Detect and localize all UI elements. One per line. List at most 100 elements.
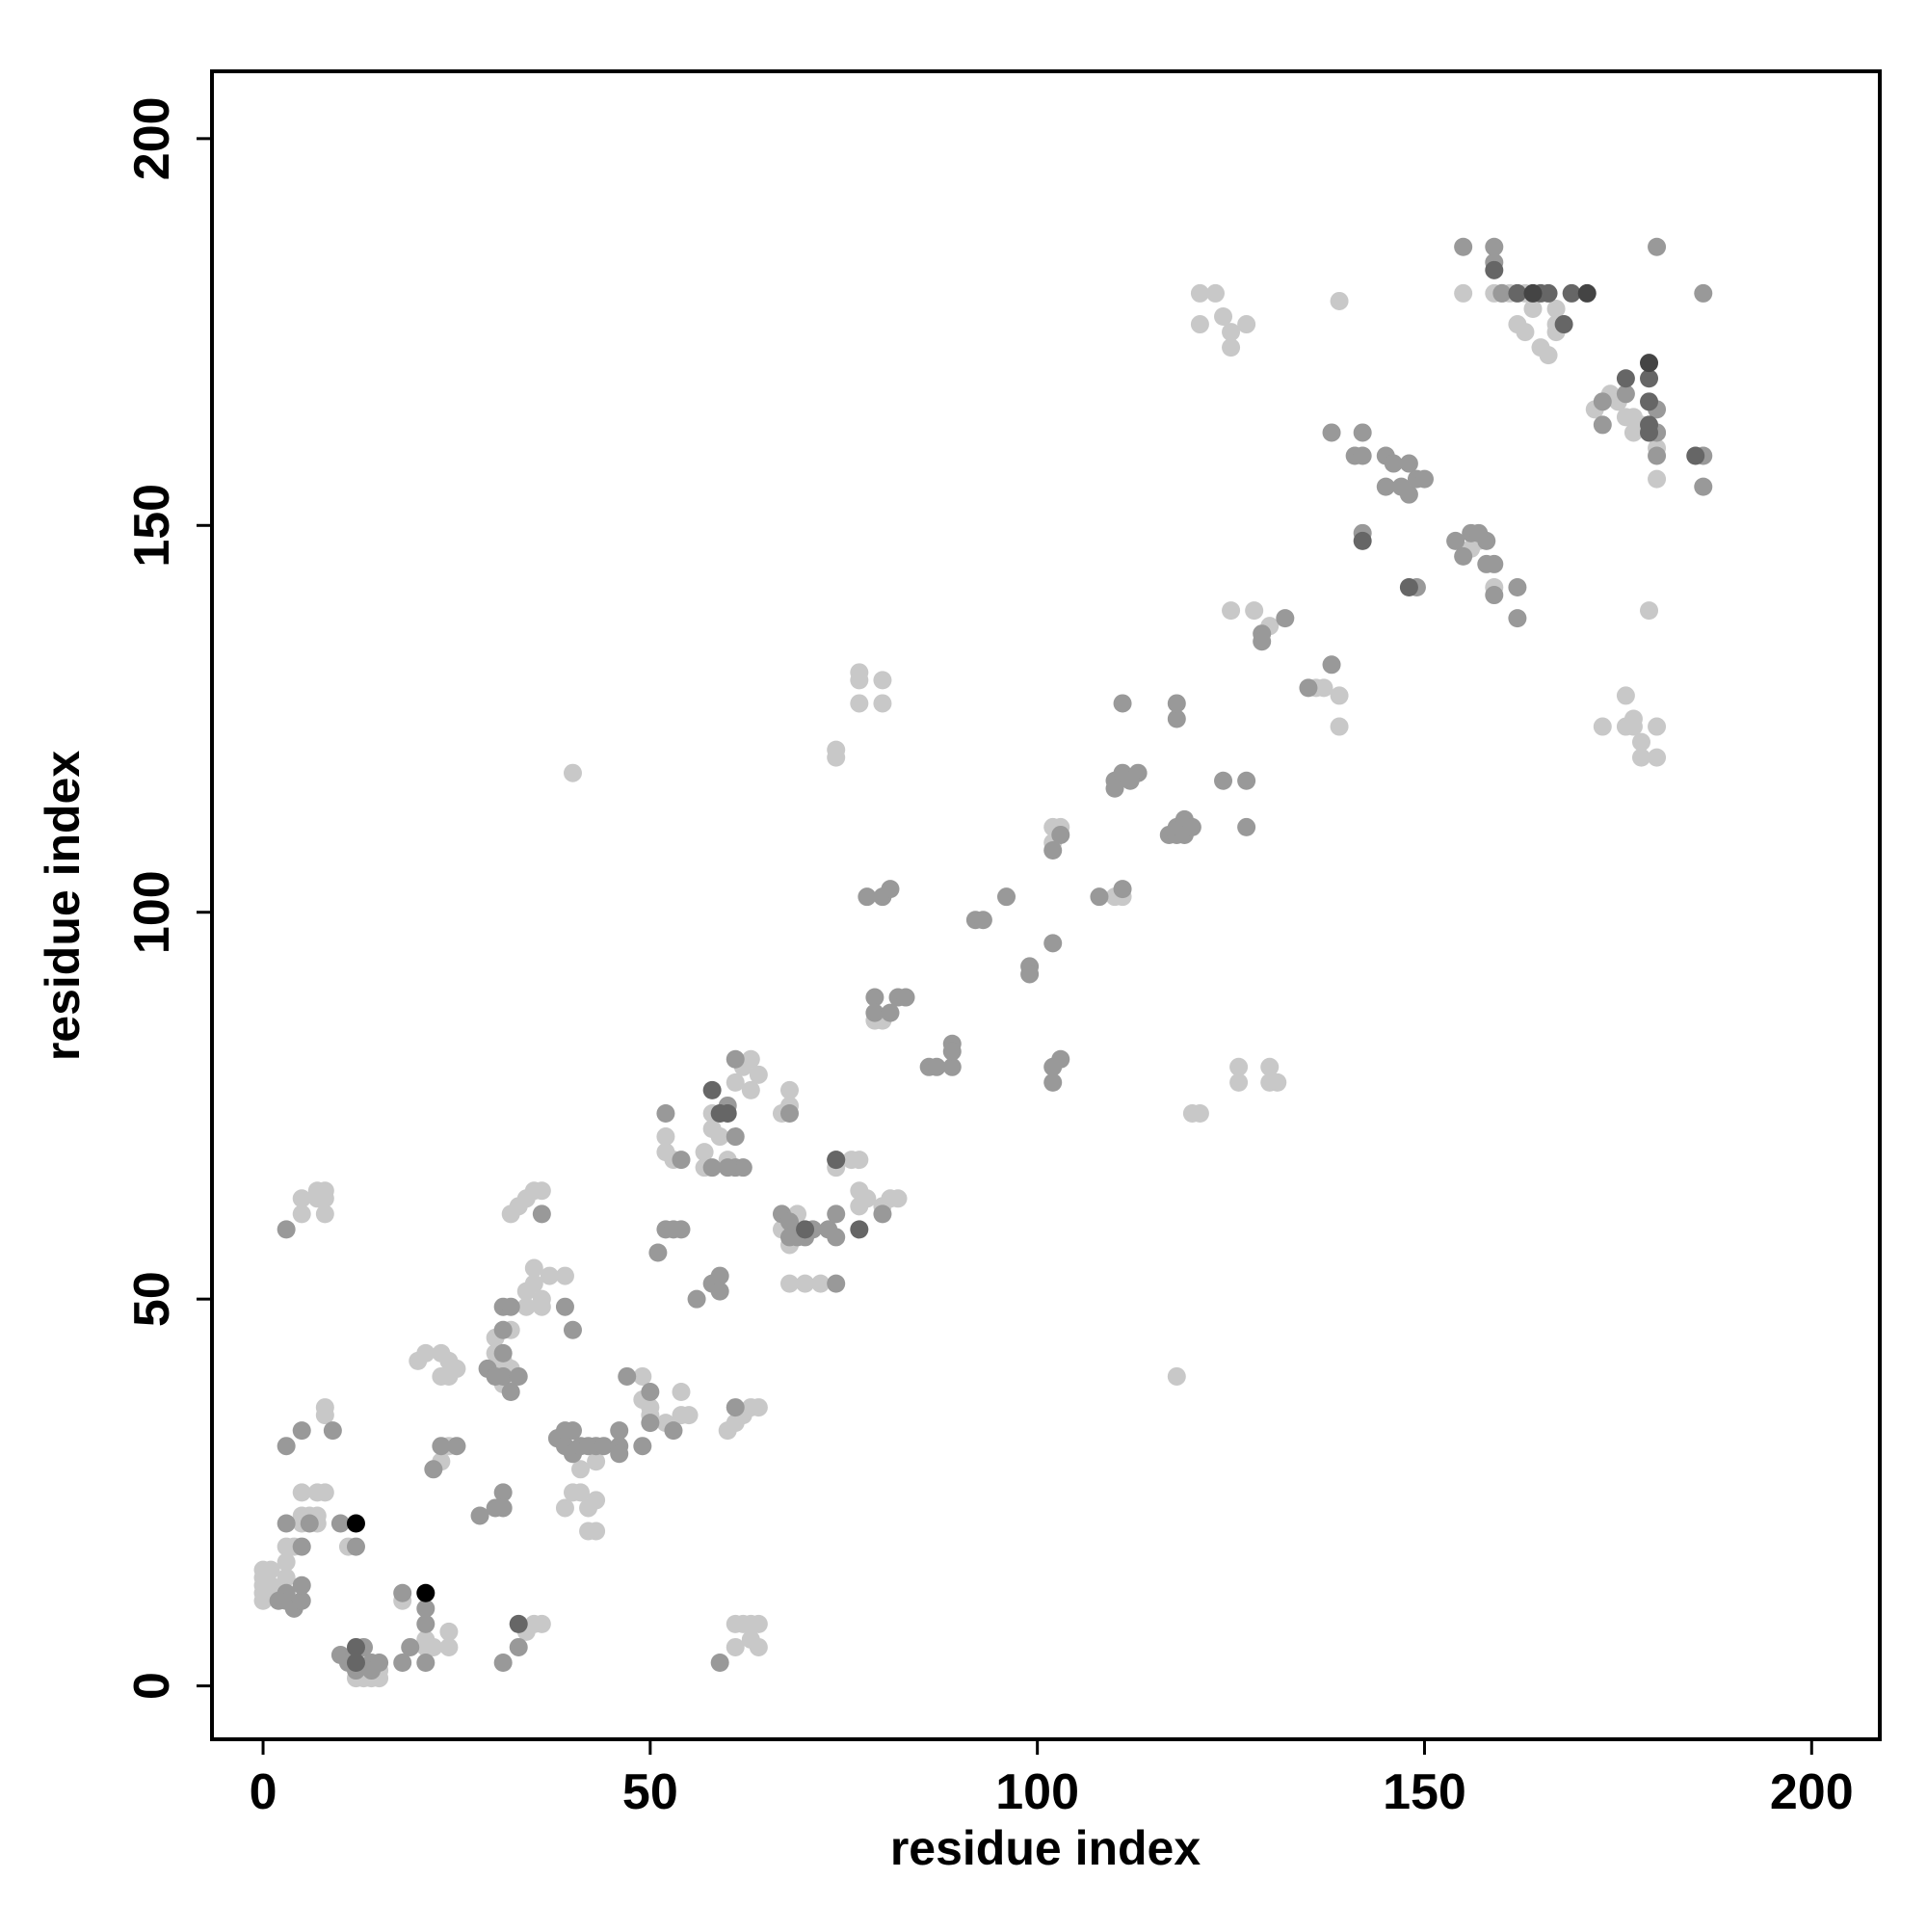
- point: [532, 1181, 551, 1201]
- point: [1376, 477, 1395, 496]
- x-tick-label: 100: [995, 1764, 1079, 1820]
- point: [393, 1654, 412, 1673]
- point: [672, 1151, 691, 1170]
- point: [269, 1591, 288, 1610]
- point: [1384, 454, 1403, 473]
- point: [749, 1614, 768, 1633]
- x-tick-label: 150: [1383, 1764, 1466, 1820]
- point: [424, 1460, 443, 1479]
- point: [1399, 485, 1418, 504]
- point: [726, 1398, 745, 1417]
- point: [881, 1003, 900, 1022]
- point: [1113, 880, 1132, 899]
- point: [1237, 315, 1256, 334]
- point: [873, 1204, 892, 1224]
- point: [516, 1297, 536, 1316]
- point: [610, 1444, 629, 1464]
- point: [1276, 609, 1295, 628]
- point: [416, 1583, 436, 1602]
- point: [501, 1383, 520, 1402]
- point: [726, 1072, 745, 1092]
- point: [1190, 315, 1209, 334]
- point: [555, 1297, 574, 1316]
- point: [1469, 523, 1489, 543]
- point: [1299, 678, 1318, 698]
- point: [1516, 323, 1535, 342]
- point: [1043, 1072, 1063, 1092]
- point: [1214, 771, 1233, 790]
- point: [1182, 817, 1201, 836]
- point: [1051, 825, 1070, 844]
- point: [555, 1498, 574, 1518]
- point: [1051, 1049, 1070, 1069]
- point: [942, 1057, 962, 1076]
- point: [726, 1049, 745, 1069]
- point: [439, 1637, 459, 1656]
- y-tick-label: 0: [124, 1672, 180, 1700]
- point: [563, 763, 582, 782]
- point: [1399, 454, 1418, 473]
- point: [1640, 423, 1659, 442]
- point: [1562, 283, 1581, 303]
- point: [563, 1421, 582, 1441]
- point: [1330, 291, 1349, 310]
- point: [292, 1189, 311, 1208]
- point: [896, 988, 915, 1007]
- point: [702, 1158, 722, 1178]
- point: [1640, 601, 1659, 621]
- point: [1593, 392, 1612, 411]
- point: [1121, 771, 1140, 790]
- point: [780, 1212, 800, 1231]
- y-tick-label: 200: [124, 96, 180, 180]
- point: [315, 1398, 334, 1417]
- point: [1508, 283, 1527, 303]
- point: [780, 1103, 800, 1123]
- point: [315, 1483, 334, 1502]
- point: [1245, 601, 1264, 621]
- point: [1446, 531, 1465, 550]
- point: [563, 1320, 582, 1339]
- point: [493, 1343, 513, 1363]
- x-tick-label: 200: [1770, 1764, 1854, 1820]
- point: [997, 887, 1016, 907]
- point: [1694, 477, 1713, 496]
- point: [532, 1614, 551, 1633]
- point: [1229, 1072, 1249, 1092]
- point: [1214, 307, 1233, 327]
- point: [850, 694, 869, 713]
- point: [1399, 578, 1418, 597]
- point: [509, 1637, 528, 1656]
- point: [1485, 554, 1504, 573]
- point: [346, 1637, 365, 1656]
- point: [641, 1414, 660, 1433]
- point: [346, 1537, 365, 1556]
- point: [858, 1189, 877, 1208]
- point: [1454, 546, 1473, 566]
- point: [447, 1437, 466, 1456]
- point: [827, 1204, 846, 1224]
- point: [850, 1220, 869, 1239]
- point: [1546, 299, 1566, 318]
- point: [524, 1258, 543, 1278]
- point: [277, 1220, 296, 1239]
- point: [524, 1274, 543, 1293]
- point: [1222, 601, 1241, 621]
- point: [710, 1127, 729, 1147]
- point: [493, 1320, 513, 1339]
- point: [1616, 384, 1635, 404]
- point: [307, 1181, 327, 1201]
- point: [664, 1421, 683, 1441]
- point: [292, 1537, 311, 1556]
- point: [942, 1042, 962, 1061]
- point: [1640, 354, 1659, 373]
- point: [1229, 1057, 1249, 1076]
- point: [687, 1289, 706, 1309]
- point: [587, 1491, 606, 1510]
- point: [1314, 678, 1333, 698]
- x-tick-label: 50: [622, 1764, 678, 1820]
- point: [1222, 323, 1241, 342]
- point: [710, 1654, 729, 1673]
- point: [393, 1583, 412, 1602]
- point: [827, 1151, 846, 1170]
